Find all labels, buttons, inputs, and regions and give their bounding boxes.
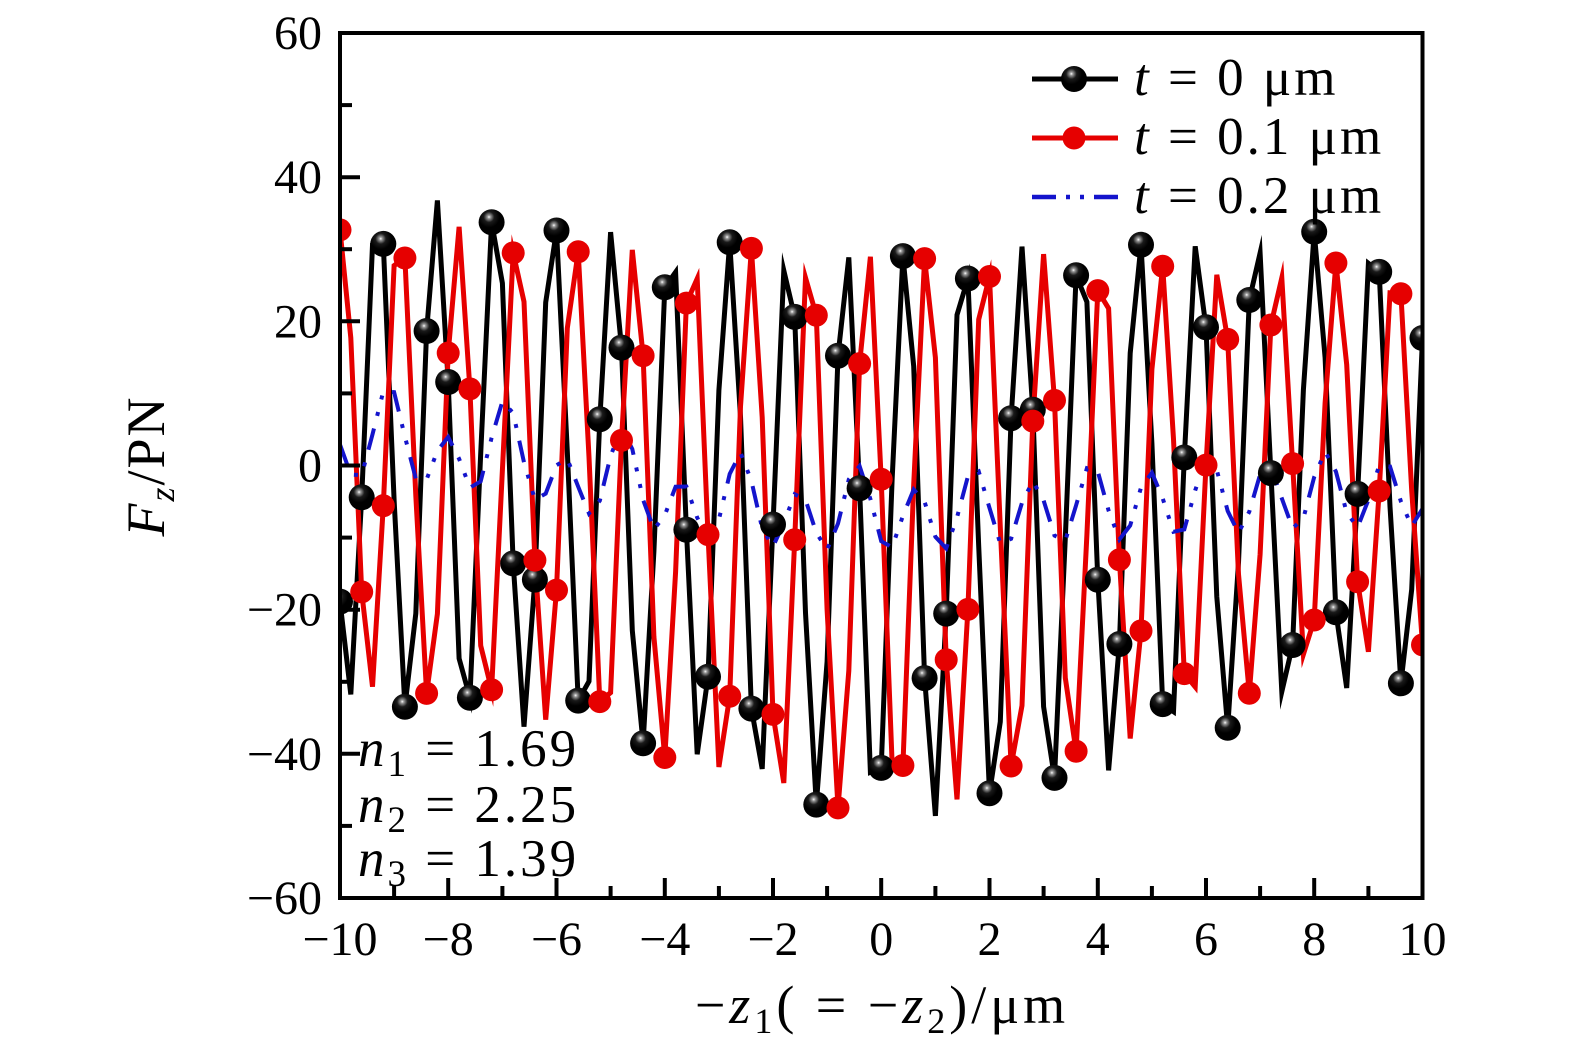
svg-text:4: 4 — [1086, 913, 1110, 966]
svg-text:−6: −6 — [531, 913, 582, 966]
svg-text:0: 0 — [298, 440, 322, 493]
svg-text:n1 = 1.69: n1 = 1.69 — [358, 720, 579, 785]
svg-text:−2: −2 — [747, 913, 798, 966]
svg-text:−40: −40 — [247, 728, 322, 781]
svg-text:t = 0.1 μm: t = 0.1 μm — [1134, 108, 1384, 166]
svg-text:n3 = 1.39: n3 = 1.39 — [358, 830, 579, 895]
svg-text:8: 8 — [1302, 913, 1326, 966]
svg-text:40: 40 — [274, 151, 322, 204]
svg-text:20: 20 — [274, 295, 322, 348]
svg-text:6: 6 — [1194, 913, 1218, 966]
svg-text:2: 2 — [978, 913, 1002, 966]
svg-text:60: 60 — [274, 7, 322, 60]
svg-text:−20: −20 — [247, 584, 322, 637]
svg-text:−8: −8 — [423, 913, 474, 966]
svg-text:−10: −10 — [302, 913, 377, 966]
svg-text:n2 = 2.25: n2 = 2.25 — [358, 776, 579, 841]
svg-text:−4: −4 — [639, 913, 690, 966]
svg-text:0: 0 — [869, 913, 893, 966]
svg-text:Fz/PN: Fz/PN — [116, 395, 182, 537]
svg-text:t = 0 μm: t = 0 μm — [1134, 49, 1339, 107]
svg-text:−z1( = −z2)/μm: −z1( = −z2)/μm — [695, 975, 1069, 1041]
svg-text:10: 10 — [1399, 913, 1447, 966]
svg-text:t = 0.2 μm: t = 0.2 μm — [1134, 167, 1384, 225]
svg-text:−60: −60 — [247, 872, 322, 925]
